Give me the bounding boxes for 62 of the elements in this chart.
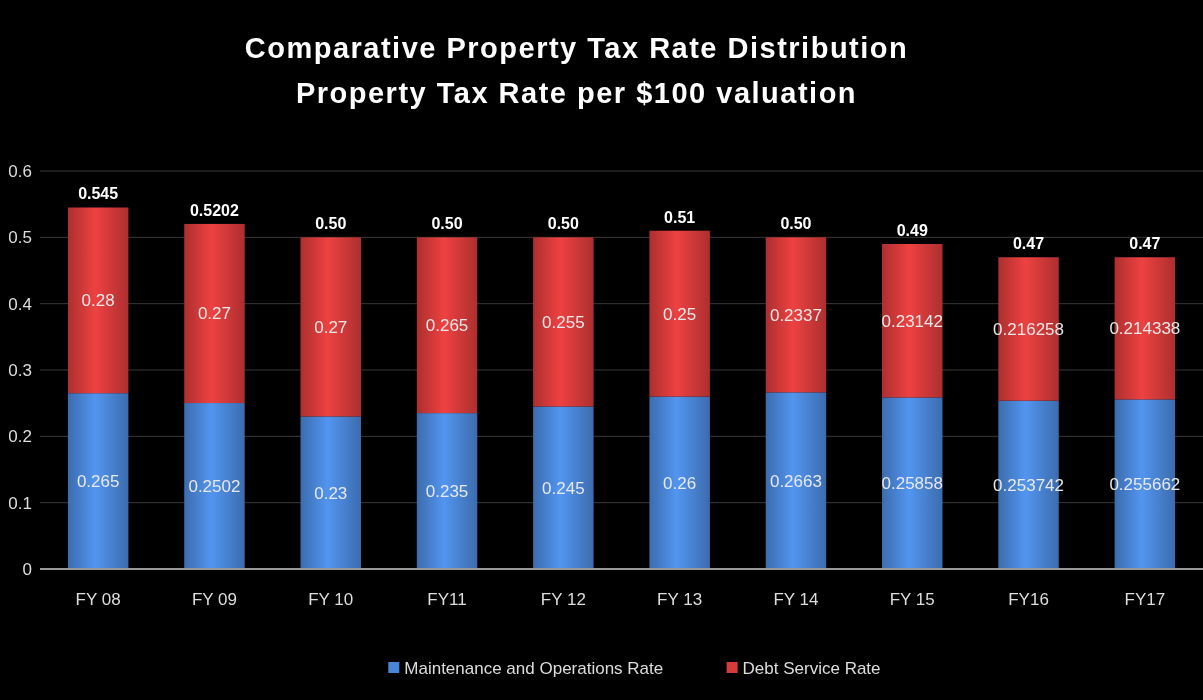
data-label: 0.245 [542,478,585,498]
data-label: 0.27 [197,304,231,324]
bar [882,397,943,569]
bar [67,207,129,394]
data-label: 0.265 [76,472,120,492]
bar [533,406,594,569]
data-label: 0.25 [663,304,697,324]
bar [533,237,594,407]
total-label: 0.49 [896,221,928,239]
bar [765,392,827,569]
bar [882,243,943,398]
data-label: 0.23 [314,483,348,503]
bar [649,230,710,397]
chart-title: Comparative Property Tax Rate Distribution [244,32,909,64]
chart-subtitle: Property Tax Rate per $100 valuation [295,77,858,109]
total-label: 0.50 [315,215,347,233]
bar [416,237,478,414]
bar [67,393,129,569]
x-tick-label: FY 10 [308,590,354,609]
x-tick-label: FY 13 [657,590,703,609]
total-label: 0.5202 [189,201,240,219]
total-label: 0.545 [78,185,119,203]
x-tick-label: FY 14 [773,590,819,609]
bar [765,237,827,393]
y-tick-label: 0.5 [8,228,32,248]
bar [300,237,361,417]
total-label: 0.50 [431,215,463,233]
bar [184,403,245,569]
y-tick-label: 0.1 [8,493,32,513]
data-label: 0.235 [425,482,469,502]
legend-label: Debt Service Rate [742,659,881,678]
bar [649,396,710,569]
x-tick-label: FY 12 [540,590,586,609]
x-tick-label: FY16 [1008,590,1049,609]
bar [416,413,478,569]
x-tick-label: FY17 [1124,590,1166,609]
total-label: 0.50 [547,215,580,233]
total-label: 0.50 [780,215,812,233]
bar [184,223,245,404]
y-tick-label: 0.6 [8,162,32,181]
bar [300,416,361,569]
data-label: 0.23142 [881,311,943,331]
total-label: 0.51 [664,208,696,226]
data-label: 0.265 [425,316,469,336]
data-label: 0.255 [542,312,585,332]
y-tick-label: 0 [22,560,32,579]
data-label: 0.27 [314,317,348,337]
y-tick-label: 0.4 [8,294,32,314]
y-tick-label: 0.2 [8,427,32,447]
x-tick-label: FY 09 [191,590,237,609]
data-label: 0.26 [663,473,697,493]
x-tick-label: FY11 [427,590,467,609]
data-label: 0.2663 [769,471,822,491]
legend-label: Maintenance and Operations Rate [404,659,664,678]
x-tick-label: FY 08 [75,590,121,609]
x-tick-label: FY 15 [889,590,935,609]
data-label: 0.2337 [769,305,822,325]
data-label: 0.28 [81,291,115,311]
total-label: 0.47 [1012,235,1045,253]
y-tick-label: 0.3 [8,361,32,380]
data-label: 0.2502 [188,477,241,497]
total-label: 0.47 [1129,235,1161,253]
